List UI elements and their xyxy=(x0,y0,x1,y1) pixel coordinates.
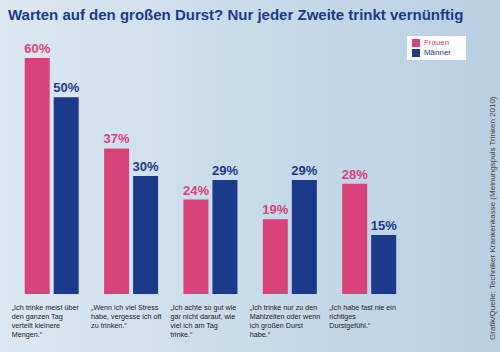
svg-text:37%: 37% xyxy=(104,131,130,146)
svg-text:29%: 29% xyxy=(212,163,238,178)
svg-text:„Ich habe fast nie ein: „Ich habe fast nie ein xyxy=(329,303,396,312)
svg-text:„Ich trinke meist über: „Ich trinke meist über xyxy=(12,303,80,312)
svg-text:verteilt kleinere: verteilt kleinere xyxy=(12,321,60,330)
svg-text:30%: 30% xyxy=(133,159,159,174)
svg-text:habe.“: habe.“ xyxy=(250,330,271,339)
svg-text:gar nicht darauf, wie: gar nicht darauf, wie xyxy=(170,312,235,321)
svg-text:„Ich achte so gut wie: „Ich achte so gut wie xyxy=(170,303,236,312)
svg-text:richtiges: richtiges xyxy=(329,312,356,321)
svg-text:„Ich trinke nur zu den: „Ich trinke nur zu den xyxy=(250,303,318,312)
svg-text:19%: 19% xyxy=(262,202,288,217)
svg-text:60%: 60% xyxy=(24,41,50,56)
svg-text:50%: 50% xyxy=(53,80,79,95)
svg-text:„Wenn ich viel Stress: „Wenn ich viel Stress xyxy=(91,303,159,312)
svg-text:Durstgefühl.“: Durstgefühl.“ xyxy=(329,321,371,330)
svg-text:15%: 15% xyxy=(371,218,397,233)
html-text:Warten auf den großen Durst? N: Warten auf den großen Durst? Nur jeder Z… xyxy=(8,6,464,23)
html-text:Frauen: Frauen xyxy=(423,38,450,47)
svg-text:Mengen.“: Mengen.“ xyxy=(12,330,43,339)
html-text:Männer: Männer xyxy=(423,48,451,57)
svg-text:28%: 28% xyxy=(342,167,368,182)
svg-text:ich großen Durst: ich großen Durst xyxy=(250,321,303,330)
svg-text:Mahlzeiten oder wenn: Mahlzeiten oder wenn xyxy=(250,312,320,321)
svg-text:viel ich am Tag: viel ich am Tag xyxy=(170,321,217,330)
svg-text:zu trinken.“: zu trinken.“ xyxy=(91,321,127,330)
svg-text:trinke.“: trinke.“ xyxy=(170,330,193,339)
html-text:Grafik/Quelle: Techniker Krank: Grafik/Quelle: Techniker Krankenkasse (M… xyxy=(488,96,497,340)
svg-text:habe, vergesse ich oft: habe, vergesse ich oft xyxy=(91,312,161,321)
svg-text:den ganzen Tag: den ganzen Tag xyxy=(12,312,63,321)
svg-text:29%: 29% xyxy=(291,163,317,178)
svg-text:24%: 24% xyxy=(183,183,209,198)
